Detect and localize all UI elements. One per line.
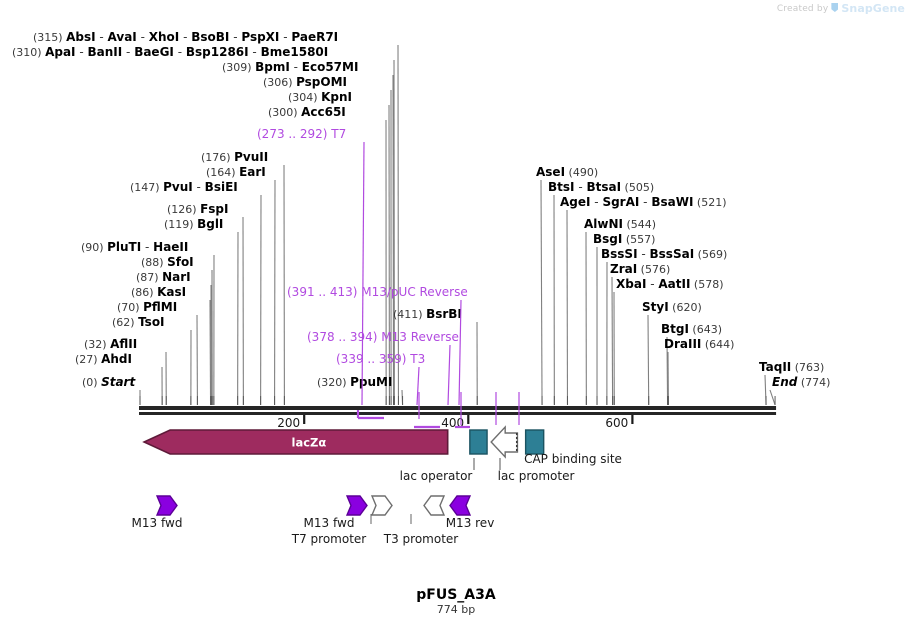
enzyme-label[interactable]: (87) NarI — [136, 270, 191, 284]
axis-tick-mark — [631, 415, 634, 424]
primer-arrow-m13-fwd[interactable] — [345, 495, 368, 516]
features-group[interactable]: lacZα lac operator lac promoter CAP binding… — [142, 425, 622, 483]
primer-label[interactable]: (391 .. 413) M13/pUC Reverse — [287, 285, 468, 299]
enzyme-label[interactable]: BsgI (557) — [593, 232, 655, 246]
primer-arrow-shape — [345, 495, 368, 516]
page-title: pFUS_A3A — [416, 587, 496, 603]
enzyme-label[interactable]: TaqII (763) — [759, 360, 824, 374]
enzyme-label[interactable]: (306) PspOMI — [263, 75, 347, 89]
enzyme-label[interactable]: AlwNI (544) — [584, 217, 656, 231]
enzyme-label[interactable]: BtsI - BtsaI (505) — [548, 180, 654, 194]
enzyme-label[interactable]: (147) PvuI - BsiEI — [130, 180, 238, 194]
primer-arrows-group[interactable]: M13 fwd M13 fwd T7 promoter T3 promoter M13 … — [132, 495, 495, 546]
watermark-prefix: Created by — [776, 3, 829, 14]
enzyme-label[interactable]: (164) EarI — [206, 165, 266, 179]
feature-shape — [142, 429, 449, 455]
enzyme-label[interactable]: (27) AhdI — [75, 352, 132, 366]
primer-arrow-shape — [449, 495, 472, 516]
axis-tick-mark — [467, 415, 470, 424]
enzyme-label[interactable]: (310) ApaI - BanII - BaeGI - Bsp1286I - … — [12, 45, 328, 59]
feature-label: lacZα — [292, 436, 327, 450]
enzyme-labels-left-group[interactable]: (315) AbsI - AvaI - XhoI - BsoBI - PspXI… — [12, 30, 462, 389]
enzyme-label[interactable]: (315) AbsI - AvaI - XhoI - BsoBI - PspXI… — [33, 30, 338, 44]
enzyme-label[interactable]: (88) SfoI — [141, 255, 194, 269]
enzyme-label[interactable]: BssSI - BssSaI (569) — [601, 247, 727, 261]
leader-lines-group — [139, 44, 776, 406]
axis-tick-label: 200 — [277, 416, 300, 430]
feature-caption[interactable]: lac promoter — [498, 469, 575, 483]
primer-leader-line — [447, 344, 451, 406]
enzyme-label[interactable]: XbaI - AatII (578) — [616, 277, 724, 291]
enzyme-label[interactable]: ZraI (576) — [610, 262, 670, 276]
feature-shape — [490, 425, 519, 459]
primer-arrow-label[interactable]: M13 fwd — [304, 516, 355, 530]
primer-leader-line — [361, 141, 365, 406]
watermark-brand: SnapGene — [841, 2, 905, 15]
enzyme-label[interactable]: StyI (620) — [642, 300, 702, 314]
feature-caption[interactable]: lac operator — [400, 469, 473, 483]
primer-leader-line — [458, 299, 462, 406]
enzyme-label[interactable]: (70) PflMI — [117, 300, 177, 314]
primer-arrow-shape — [155, 495, 178, 516]
sequence-length-label: 774 bp — [437, 603, 475, 616]
snapgene-watermark: Created by SnapGene — [777, 2, 905, 15]
enzyme-label[interactable]: (126) FspI — [167, 202, 228, 216]
primer-leader-line — [416, 366, 420, 406]
primer-arrow-shape — [370, 495, 393, 516]
enzyme-label[interactable]: (32) AflII — [84, 337, 137, 351]
primer-arrow-t3-promoter[interactable] — [423, 495, 446, 516]
primer-arrow-label[interactable]: T3 promoter — [383, 532, 459, 546]
enzyme-label[interactable]: (0) Start — [82, 375, 136, 389]
primer-arrow-t7-promoter[interactable] — [370, 495, 393, 516]
enzyme-label[interactable]: (62) TsoI — [112, 315, 165, 329]
sequence-ruler[interactable]: 200 400 600 — [139, 392, 777, 430]
enzyme-label[interactable]: (119) BglI — [164, 217, 223, 231]
primer-label[interactable]: (378 .. 394) M13 Reverse — [307, 330, 459, 344]
primer-arrow-label[interactable]: M13 rev — [446, 516, 495, 530]
feature-cap-binding-site[interactable] — [524, 429, 545, 455]
enzyme-label[interactable]: (309) BpmI - Eco57MI — [222, 60, 358, 74]
backbone-bottom-line — [139, 412, 777, 415]
enzyme-label[interactable]: (176) PvuII — [201, 150, 268, 164]
enzyme-label[interactable]: (86) KasI — [131, 285, 186, 299]
axis-tick-mark — [303, 415, 306, 424]
primer-labels-group[interactable]: (273 .. 292) T7 (391 .. 413) M13/pUC Reve… — [257, 127, 468, 406]
enzyme-label[interactable]: DraIII (644) — [664, 337, 734, 351]
primer-arrow-m13-rev[interactable] — [449, 495, 472, 516]
enzyme-label[interactable]: BtgI (643) — [661, 322, 722, 336]
feature-shape — [524, 429, 545, 455]
map-title-block: pFUS_A3A 774 bp — [416, 587, 496, 616]
feature-caption[interactable]: CAP binding site — [524, 452, 622, 466]
axis-tick-label: 600 — [605, 416, 628, 430]
primer-label[interactable]: (339 .. 359) T3 — [336, 352, 425, 366]
primer-arrow-label[interactable]: T7 promoter — [291, 532, 367, 546]
enzyme-label[interactable]: (300) Acc65I — [268, 105, 346, 119]
enzyme-label[interactable]: (320) PpuMI — [317, 375, 392, 389]
enzyme-label[interactable]: End (774) — [772, 375, 830, 389]
feature-shape — [469, 429, 488, 455]
enzyme-label[interactable]: (90) PluTI - HaeII — [81, 240, 188, 254]
primer-arrow-shape — [423, 495, 446, 516]
feature-lac-promoter[interactable] — [490, 425, 519, 459]
enzyme-label[interactable]: AgeI - SgrAI - BsaWI (521) — [560, 195, 727, 209]
feature-lacz-[interactable]: lacZα — [142, 429, 449, 455]
primer-arrow-label[interactable]: M13 fwd — [132, 516, 183, 530]
enzyme-label[interactable]: (304) KpnI — [288, 90, 352, 104]
snapgene-flag-icon — [831, 3, 839, 14]
primer-label[interactable]: (273 .. 292) T7 — [257, 127, 346, 141]
enzyme-label[interactable]: (411) BsrBI — [393, 307, 462, 321]
enzyme-labels-right-group[interactable]: AseI (490)BtsI - BtsaI (505)AgeI - SgrAI… — [536, 165, 830, 389]
feature-lac-operator[interactable] — [469, 429, 488, 455]
enzyme-label[interactable]: AseI (490) — [536, 165, 598, 179]
primer-arrow-m13-fwd[interactable] — [155, 495, 178, 516]
backbone-top-line — [139, 406, 777, 410]
